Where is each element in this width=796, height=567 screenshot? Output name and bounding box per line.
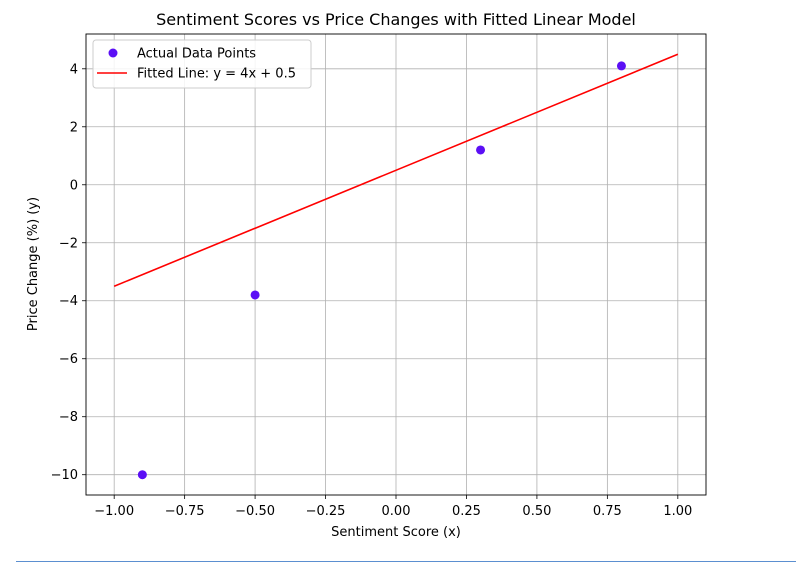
y-tick-label: 0: [70, 178, 78, 193]
x-tick-label: −1.00: [94, 504, 134, 519]
data-point: [616, 61, 626, 71]
x-tick-label: −0.50: [235, 504, 275, 519]
y-tick-label: −2: [59, 236, 78, 251]
x-tick-label: 0.25: [452, 504, 481, 519]
y-tick-label: −6: [59, 352, 78, 367]
grid: [86, 34, 706, 495]
legend: Actual Data Points Fitted Line: y = 4x + …: [92, 39, 312, 89]
x-tick-label: 0.50: [522, 504, 551, 519]
bottom-divider: [16, 561, 796, 562]
plot-frame: [85, 33, 707, 496]
x-tick-label: 1.00: [663, 504, 692, 519]
y-axis-label: Price Change (%) (y): [26, 197, 41, 331]
x-tick-label: −0.75: [165, 504, 205, 519]
y-tick-label: −10: [51, 468, 78, 483]
x-axis-label: Sentiment Score (x): [331, 525, 461, 540]
y-tick-label: 4: [70, 62, 78, 77]
x-tick-label: 0.75: [593, 504, 622, 519]
y-tick-label: −8: [59, 410, 78, 425]
data-point: [137, 470, 147, 480]
fitted-line: [113, 53, 679, 287]
data-point: [250, 290, 260, 300]
y-tick-label: 2: [70, 120, 78, 135]
x-tick-label: −0.25: [306, 504, 346, 519]
legend-label: Actual Data Points: [137, 47, 256, 62]
x-tick-label: 0.00: [382, 504, 411, 519]
legend-marker-scatter: [108, 48, 118, 58]
legend-label: Fitted Line: y = 4x + 0.5: [137, 67, 296, 82]
y-tick-label: −4: [59, 294, 78, 309]
data-point: [476, 145, 486, 155]
legend-box: [92, 39, 312, 89]
chart-title: Sentiment Scores vs Price Changes with F…: [156, 10, 636, 29]
